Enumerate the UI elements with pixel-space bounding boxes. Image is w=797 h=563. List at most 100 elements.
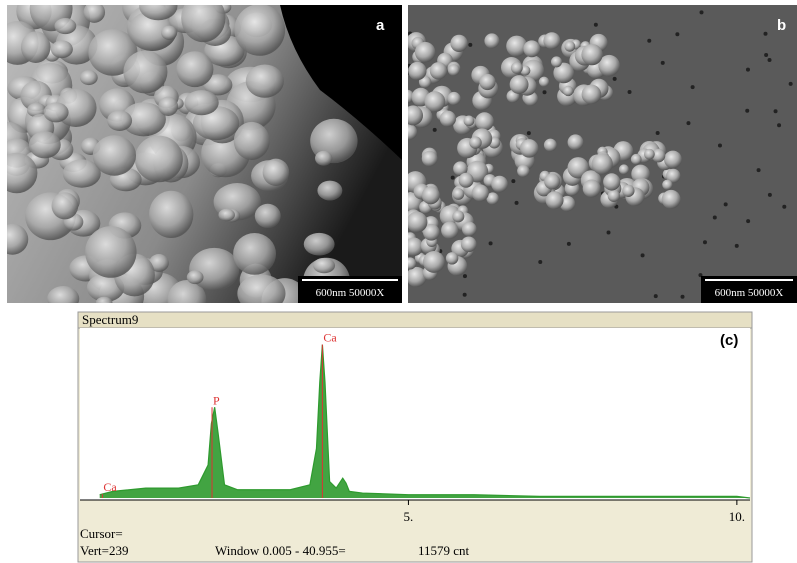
pore <box>746 68 750 72</box>
particle <box>544 173 560 189</box>
particle <box>161 26 177 40</box>
particle <box>123 50 167 93</box>
particle <box>510 75 529 94</box>
scale-bar: 600nm 50000X <box>715 287 784 299</box>
particle <box>551 56 562 67</box>
particle <box>664 151 682 169</box>
particle <box>662 180 672 190</box>
particle <box>568 134 584 150</box>
particle <box>93 135 136 175</box>
window: Window 0.005 - 40.955= <box>215 543 346 558</box>
particle <box>581 44 602 65</box>
particle <box>461 236 477 252</box>
particle <box>523 40 540 57</box>
particle <box>237 274 285 312</box>
cursor: Cursor= <box>80 526 123 541</box>
particle <box>459 173 474 188</box>
particle <box>403 105 423 125</box>
particle <box>313 258 335 273</box>
element-label: Ca <box>103 480 117 494</box>
particle <box>255 204 281 228</box>
panel-label: (c) <box>720 332 738 349</box>
pore <box>691 85 695 89</box>
particle <box>517 165 529 177</box>
particle <box>317 181 342 201</box>
particle <box>263 159 290 186</box>
pore <box>735 244 739 248</box>
particle <box>52 192 79 219</box>
pore <box>681 295 685 299</box>
particle <box>631 154 642 165</box>
pore <box>511 179 515 183</box>
particle <box>234 4 285 56</box>
pore <box>675 32 679 36</box>
particle <box>423 251 445 273</box>
scale-bar: 600nm 50000X <box>316 287 385 299</box>
pore <box>538 260 542 264</box>
counts: 11579 cnt <box>418 543 470 558</box>
particle <box>422 186 440 204</box>
particle <box>422 151 438 167</box>
particle <box>407 212 428 233</box>
pore <box>489 241 493 245</box>
pore <box>613 77 617 81</box>
particle <box>447 92 460 105</box>
particle <box>135 136 183 183</box>
particle <box>469 136 481 148</box>
pore <box>451 176 455 180</box>
particle <box>430 62 447 79</box>
pore <box>757 168 761 172</box>
particle <box>452 210 464 222</box>
pore <box>463 274 467 278</box>
particle <box>622 185 634 197</box>
x-tick-label: 10. <box>729 509 745 524</box>
particle <box>218 209 235 221</box>
pore <box>594 23 598 27</box>
particle <box>44 102 69 122</box>
particle <box>662 190 681 209</box>
particle <box>563 86 573 96</box>
pore <box>724 202 728 206</box>
pore <box>703 240 707 244</box>
pore <box>656 131 660 135</box>
pore <box>527 131 531 135</box>
particle <box>446 252 458 264</box>
spectrum-title: Spectrum9 <box>82 312 138 327</box>
pore <box>718 143 722 147</box>
pore <box>543 90 547 94</box>
pore <box>782 205 786 209</box>
pore <box>764 32 768 36</box>
figure: a 600nm 50000X b 600nm 50000X Spectrum9 … <box>0 0 797 563</box>
pore <box>607 231 611 235</box>
pore <box>774 109 778 113</box>
particle <box>54 18 76 34</box>
x-tick-label: 5. <box>404 509 414 524</box>
particle <box>189 248 239 291</box>
panel-label: b <box>777 17 786 34</box>
particle <box>440 111 456 127</box>
pore <box>515 201 519 205</box>
spectrum-panel: Spectrum9 (c) Cursor= Vert=239 Window 0.… <box>78 312 752 562</box>
pore <box>641 253 645 257</box>
panel-label: a <box>376 17 385 34</box>
particle <box>304 233 335 256</box>
particle <box>315 151 332 166</box>
particle <box>176 51 213 87</box>
particle <box>21 31 51 63</box>
particle <box>246 64 284 97</box>
vert: Vert=239 <box>80 543 129 558</box>
particle <box>619 164 629 174</box>
pore <box>700 10 704 14</box>
particle <box>233 233 276 275</box>
particle <box>608 190 620 202</box>
pore <box>768 193 772 197</box>
particle <box>29 131 61 158</box>
particle <box>484 33 499 48</box>
element-label: Ca <box>323 331 337 345</box>
particle <box>96 297 113 309</box>
particle <box>479 74 495 90</box>
particle <box>83 2 105 23</box>
particle <box>539 77 549 87</box>
particle <box>107 110 132 131</box>
particle <box>401 124 417 140</box>
